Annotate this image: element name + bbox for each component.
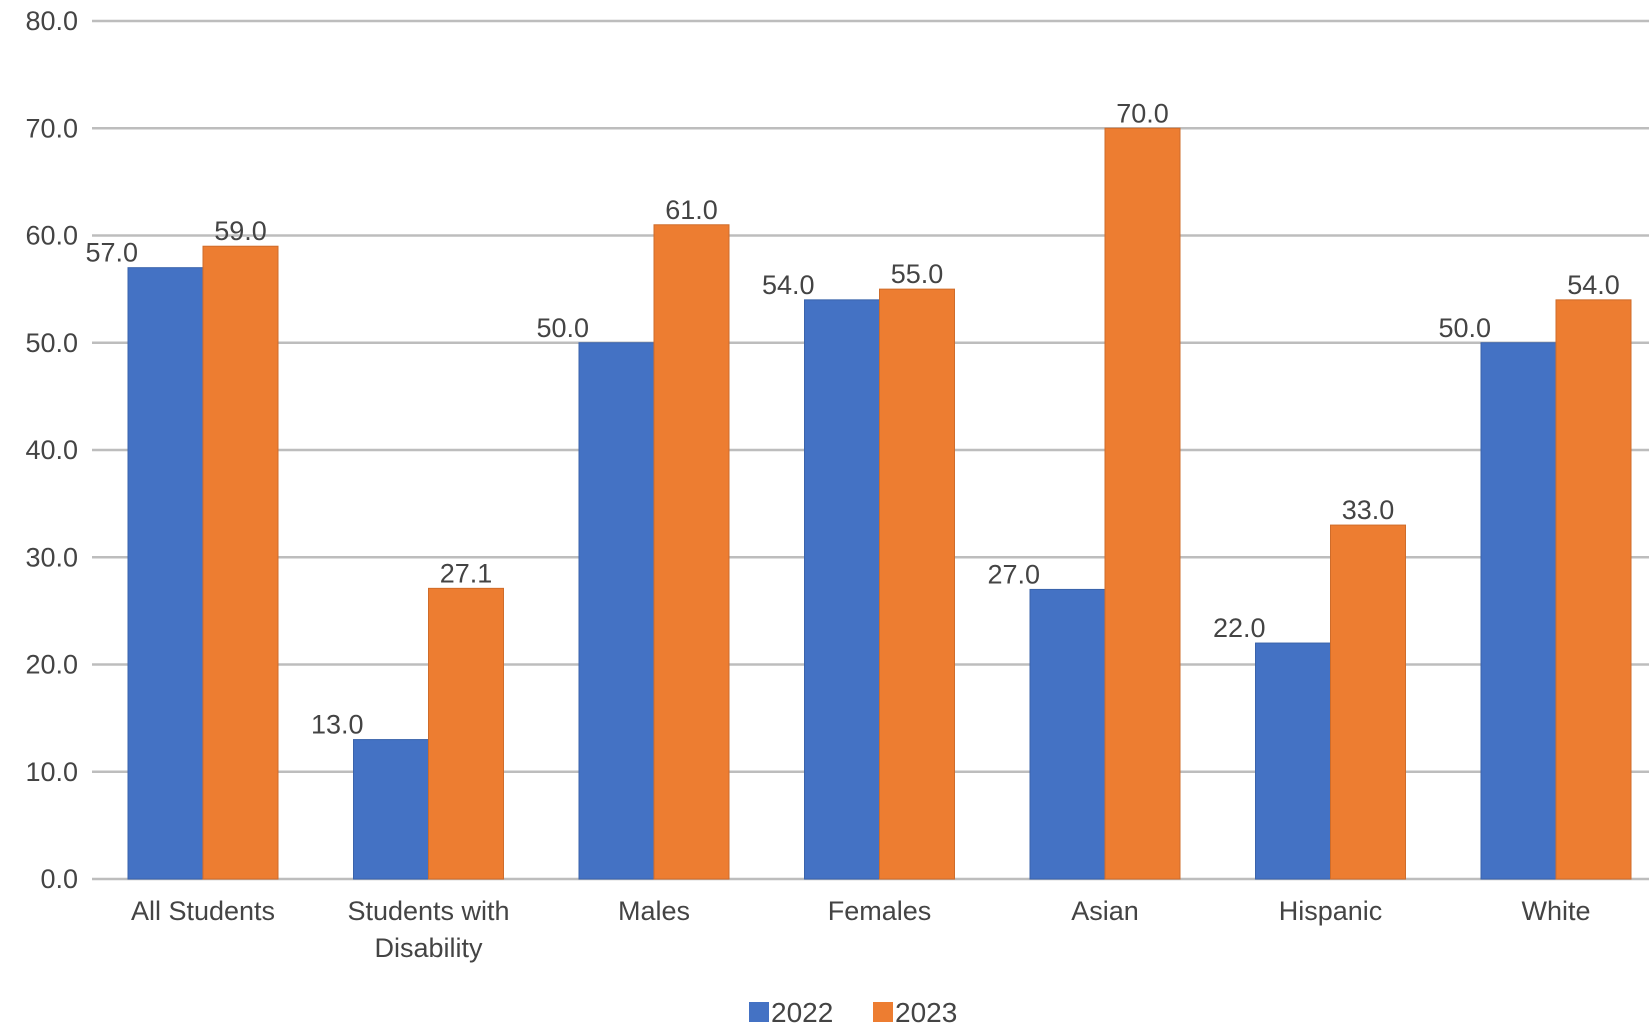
data-label-2022-1: 13.0 <box>311 710 364 740</box>
y-tick-label: 50.0 <box>25 328 78 358</box>
x-axis-category-labels: All Students Students with Disability Males… <box>131 896 1591 963</box>
y-tick-label: 40.0 <box>25 435 78 465</box>
x-category-label: Females <box>828 896 932 926</box>
bar-2023-3 <box>879 288 955 880</box>
data-label-2023-2: 61.0 <box>665 195 718 225</box>
data-label-2023-3: 55.0 <box>891 259 944 289</box>
legend-label-2022: 2022 <box>771 997 833 1025</box>
legend-swatch-2022 <box>749 1002 769 1022</box>
data-label-2023-0: 59.0 <box>214 216 267 246</box>
y-tick-label: 30.0 <box>25 542 78 572</box>
bar-2022-0 <box>127 267 204 880</box>
y-tick-label: 10.0 <box>25 757 78 787</box>
data-label-2022-3: 54.0 <box>762 270 815 300</box>
data-label-2022-6: 50.0 <box>1438 313 1491 343</box>
y-tick-label: 70.0 <box>25 113 78 143</box>
data-label-2023-1: 27.1 <box>440 558 493 588</box>
x-category-label: Hispanic <box>1279 896 1383 926</box>
bar-2022-5 <box>1255 642 1331 880</box>
bar-2023-4 <box>1104 127 1181 880</box>
y-tick-label: 60.0 <box>25 221 78 251</box>
bars <box>127 127 1632 880</box>
x-category-label: All Students <box>131 896 275 926</box>
x-category-label: Asian <box>1071 896 1139 926</box>
data-label-2023-5: 33.0 <box>1342 495 1395 525</box>
x-category-label: Students with <box>347 896 509 926</box>
bar-2023-0 <box>202 245 279 880</box>
data-label-2023-4: 70.0 <box>1116 98 1169 128</box>
legend-swatch-2023 <box>873 1002 893 1022</box>
bar-2023-5 <box>1330 524 1406 880</box>
x-category-label: White <box>1521 896 1590 926</box>
data-label-2022-2: 50.0 <box>536 313 589 343</box>
data-label-2023-6: 54.0 <box>1567 270 1620 300</box>
data-label-2022-0: 57.0 <box>85 238 138 268</box>
data-labels: 57.0 13.0 50.0 54.0 27.0 22.0 50.0 59.0 27.1 61.0… <box>85 98 1619 739</box>
y-tick-label: 20.0 <box>25 650 78 680</box>
bar-2022-4 <box>1029 588 1106 880</box>
bar-2022-2 <box>578 342 655 880</box>
bar-2022-3 <box>804 299 880 880</box>
y-tick-label: 80.0 <box>25 6 78 36</box>
bar-2023-6 <box>1555 299 1632 880</box>
legend: 2022 2023 <box>749 997 957 1025</box>
y-tick-label: 0.0 <box>40 864 78 894</box>
bar-2023-1 <box>428 587 504 880</box>
bar-2023-2 <box>653 224 730 880</box>
data-label-2022-4: 27.0 <box>987 559 1040 589</box>
x-category-label: Disability <box>374 933 483 963</box>
bar-2022-1 <box>353 739 429 880</box>
data-label-2022-5: 22.0 <box>1213 613 1266 643</box>
legend-label-2023: 2023 <box>895 997 957 1025</box>
y-axis-tick-labels: 0.0 10.0 20.0 30.0 40.0 50.0 60.0 70.0 80.0 <box>25 6 78 894</box>
x-category-label: Males <box>618 896 690 926</box>
bar-2022-6 <box>1480 342 1557 880</box>
